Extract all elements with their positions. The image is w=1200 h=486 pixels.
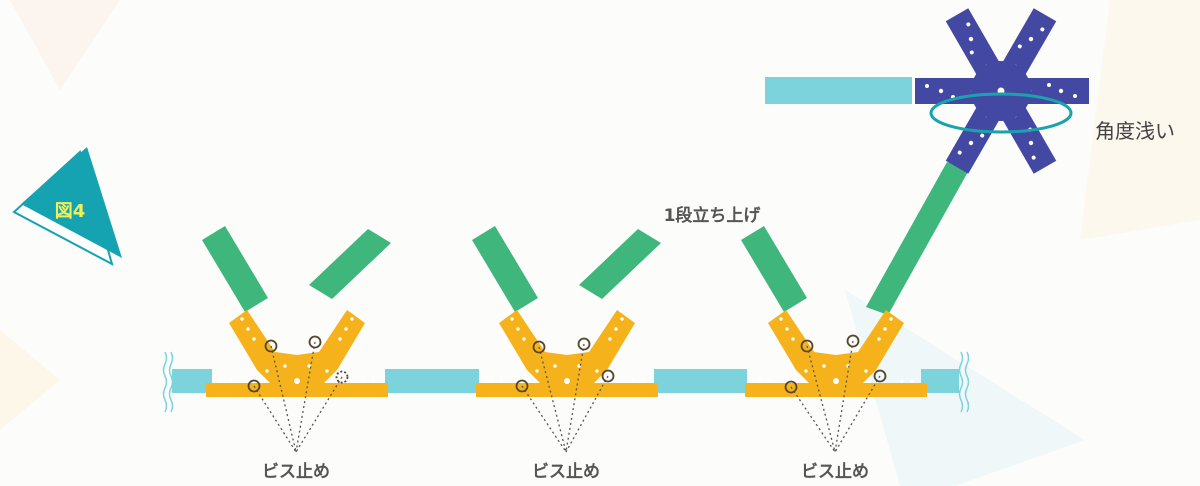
- beam-segment-right: [921, 369, 959, 393]
- star-hub-icon: [913, 8, 1089, 174]
- strut: [202, 226, 268, 312]
- raise-step-label: 1段立ち上げ: [664, 205, 762, 226]
- joint-plate-left: [206, 310, 388, 397]
- screw-label-right: ビス止め: [801, 461, 869, 482]
- screw-label-middle: ビス止め: [532, 461, 600, 482]
- strut: [866, 162, 969, 315]
- beam-segment-mid2: [654, 369, 747, 393]
- screw-label-left: ビス止め: [262, 461, 330, 482]
- horizontal-beams: [172, 77, 959, 393]
- joint-plate-middle: [476, 310, 658, 397]
- figure-badge-label: 図4: [55, 201, 86, 222]
- leader-lines: [253, 340, 881, 453]
- beam-segment-left: [172, 369, 212, 393]
- strut: [579, 229, 661, 299]
- figure-badge: 図4: [12, 147, 122, 266]
- green-struts: [202, 162, 969, 315]
- beam-seam: [912, 76, 915, 105]
- strut: [472, 226, 538, 312]
- beam-segment-mid1: [385, 369, 479, 393]
- break-mark-icon: [162, 351, 970, 413]
- beam-segment-top: [765, 77, 912, 104]
- strut: [741, 226, 807, 312]
- screw-circle-icon: [247, 334, 887, 394]
- shallow-angle-label: 角度浅い: [1095, 119, 1175, 143]
- strut: [309, 229, 391, 299]
- angle-highlight-ellipse: [929, 92, 1073, 134]
